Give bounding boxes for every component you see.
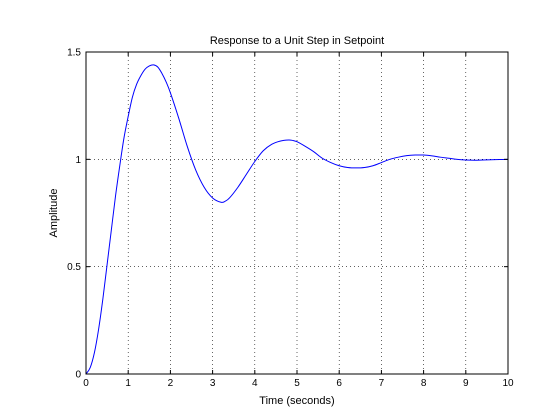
x-tick-label: 3 (210, 378, 216, 389)
x-tick-label: 7 (379, 378, 385, 389)
x-tick-label: 2 (168, 378, 174, 389)
x-tick-label: 1 (125, 378, 131, 389)
x-tick-label: 10 (502, 378, 514, 389)
step-response-line (85, 64, 509, 375)
y-tick-label: 0 (75, 370, 81, 381)
y-axis-label: Amplitude (48, 189, 60, 238)
y-tick-label: 1.5 (67, 48, 81, 59)
y-tick-label: 0.5 (67, 262, 81, 273)
grid (86, 52, 508, 374)
x-tick-label: 8 (421, 378, 427, 389)
x-tick-label: 0 (83, 378, 89, 389)
y-tick-label: 1 (75, 155, 81, 166)
x-tick-label: 5 (294, 378, 300, 389)
chart-title: Response to a Unit Step in Setpoint (210, 35, 384, 47)
x-tick-label: 4 (252, 378, 258, 389)
ticks (85, 51, 509, 375)
x-tick-label: 6 (336, 378, 342, 389)
y-tick-labels: 0 0.5 1 1.5 (67, 48, 81, 381)
x-tick-label: 9 (463, 378, 469, 389)
x-tick-labels: 0 1 2 3 4 5 6 7 8 9 10 (83, 378, 514, 389)
x-axis-label: Time (seconds) (259, 395, 334, 407)
series-layer (85, 64, 509, 375)
